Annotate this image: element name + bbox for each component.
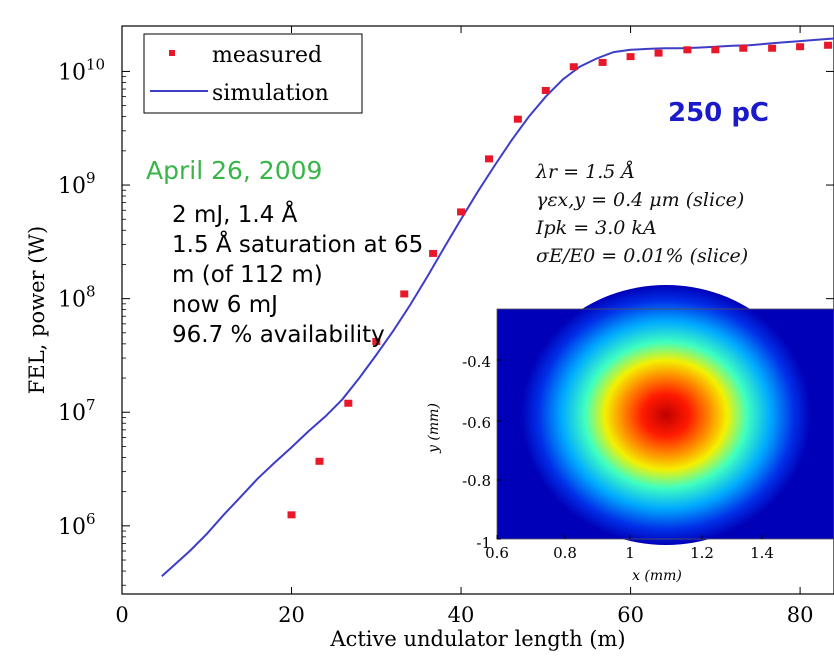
measured-point: [457, 208, 466, 216]
measured-point: [739, 44, 748, 52]
inset-heatmap: -0.4 -0.6 -0.8 -1 0.6 0.8 1 1.2 1.4 x (m…: [426, 285, 834, 584]
y-tick-base: 10: [58, 60, 86, 85]
x-axis-label: Active undulator length (m): [329, 627, 625, 651]
y-tick-base: 10: [58, 515, 86, 540]
inset-y-tick-label: -1: [476, 534, 491, 552]
y-axis-label: FEL, power (W): [25, 226, 49, 394]
y-tick-exponent: 10: [86, 55, 105, 73]
measured-point: [400, 290, 409, 298]
note-line: 96.7 % availability: [172, 322, 385, 348]
inset-y-tick-label: -0.4: [462, 353, 491, 371]
charge-label: 250 pC: [668, 98, 769, 128]
x-tick-label: 20: [278, 603, 305, 627]
param-line: λr = 1.5 Å: [536, 161, 636, 183]
inset-frame: [496, 308, 834, 540]
note-line: now 6 mJ: [172, 292, 278, 318]
legend-box: [143, 33, 363, 114]
measured-point: [429, 249, 438, 257]
y-tick-base: 10: [58, 401, 86, 426]
inset-x-tick-label: 0.8: [553, 544, 577, 562]
measured-point: [513, 115, 522, 123]
notes-block: 2 mJ, 1.4 Å 1.5 Å saturation at 65 m (of…: [172, 200, 423, 350]
legend: measured simulation: [143, 33, 363, 114]
measured-point: [569, 63, 578, 71]
measured-point: [287, 511, 296, 519]
y-tick-exponent: 6: [86, 510, 96, 528]
params-block: λr = 1.5 Å γεx,y = 0.4 μm (slice) Ipk = …: [536, 158, 748, 270]
measured-series: [287, 41, 833, 519]
inset-x-tick-label: 1.2: [690, 544, 714, 562]
param-line: σE/E0 = 0.01% (slice): [536, 245, 749, 267]
y-tick-base: 10: [58, 174, 86, 199]
measured-point: [711, 46, 720, 54]
inset-y-tick-label: -0.6: [462, 414, 491, 432]
note-line: 2 mJ, 1.4 Å: [172, 202, 298, 228]
note-line: 1.5 Å saturation at 65: [172, 232, 424, 258]
y-tick-exponent: 8: [86, 283, 96, 301]
inset-x-tick-label: 1: [625, 544, 635, 562]
inset-y-axis-label: y (mm): [426, 403, 442, 454]
y-tick-exponent: 7: [86, 396, 96, 414]
x-tick-label: 80: [787, 603, 814, 627]
y-tick-label: 109: [58, 169, 96, 199]
measured-point: [598, 58, 607, 66]
legend-label-simulation: simulation: [212, 81, 329, 106]
x-tick-group: 0 20 40 60 80: [115, 26, 813, 627]
measured-point: [541, 86, 550, 94]
measured-point: [654, 49, 663, 57]
y-tick-base: 10: [58, 288, 86, 313]
y-tick-exponent: 9: [86, 169, 96, 187]
inset-y-tick-label: -0.8: [462, 472, 491, 490]
beam-spot: [521, 285, 811, 545]
note-line: m (of 112 m): [172, 262, 323, 288]
y-tick-label: 1010: [58, 55, 105, 85]
measured-point: [824, 41, 833, 49]
legend-label-measured: measured: [212, 43, 322, 68]
measured-point: [344, 399, 353, 407]
measured-point: [768, 44, 777, 52]
measured-point: [372, 337, 381, 345]
measured-point: [796, 43, 805, 51]
param-line: Ipk = 3.0 kA: [536, 217, 657, 239]
param-line: γεx,y = 0.4 μm (slice): [536, 189, 745, 211]
measured-point: [626, 53, 635, 61]
inset-x-tick-label: 0.6: [485, 544, 509, 562]
legend-measured-marker: [169, 50, 175, 56]
inset-x-axis-label: x (mm): [632, 568, 682, 584]
simulation-series: [161, 37, 834, 577]
measured-point: [683, 46, 692, 54]
date-label: April 26, 2009: [146, 156, 322, 185]
x-tick-label: 0: [115, 603, 128, 627]
simulation-line: [161, 37, 834, 577]
x-tick-label: 40: [448, 603, 475, 627]
y-tick-label: 108: [58, 283, 96, 313]
measured-point: [315, 457, 324, 465]
y-tick-label: 107: [58, 396, 96, 426]
inset-x-tick-label: 1.4: [750, 544, 774, 562]
x-tick-label: 60: [617, 603, 644, 627]
y-tick-label: 106: [58, 510, 96, 540]
measured-point: [485, 155, 494, 163]
